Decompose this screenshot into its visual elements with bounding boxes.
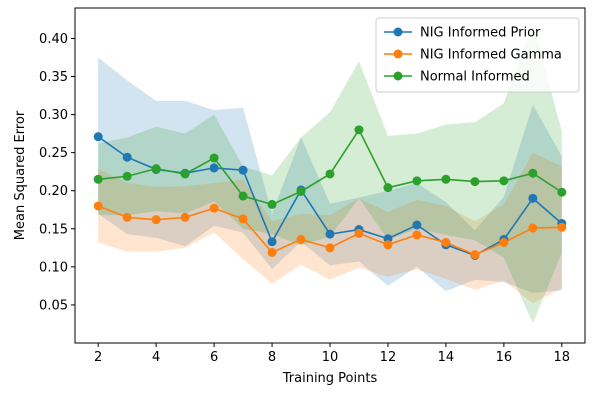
x-tick-label: 4 bbox=[152, 350, 160, 365]
normal-informed-point bbox=[180, 169, 190, 179]
nig-informed-prior-point bbox=[93, 132, 103, 142]
normal-informed-point bbox=[209, 153, 219, 163]
nig-informed-gamma-point bbox=[122, 212, 132, 222]
nig-informed-gamma-point bbox=[209, 203, 219, 213]
legend-entries: NIG Informed Prior NIG Informed Gamma Norm… bbox=[384, 26, 562, 85]
legend-label: NIG Informed Prior bbox=[420, 26, 541, 41]
y-axis-ticks: 0.05 0.10 0.15 0.20 0.25 0.30 0.35 0.40 bbox=[39, 32, 75, 313]
nig-informed-prior-point bbox=[325, 229, 335, 239]
nig-informed-prior-point bbox=[122, 152, 132, 162]
normal-informed-point bbox=[499, 176, 509, 186]
legend-label: NIG Informed Gamma bbox=[420, 48, 562, 63]
legend: NIG Informed Prior NIG Informed Gamma Norm… bbox=[375, 17, 580, 93]
nig-informed-gamma-point bbox=[238, 214, 248, 224]
x-tick-label: 2 bbox=[94, 350, 102, 365]
y-tick-label: 0.40 bbox=[39, 32, 68, 47]
x-axis-ticks: 2 4 6 8 10 12 14 16 18 bbox=[94, 343, 570, 365]
nig-informed-gamma-point bbox=[412, 230, 422, 240]
normal-informed-point bbox=[151, 164, 161, 174]
normal-informed-point bbox=[470, 177, 480, 187]
nig-informed-prior-point bbox=[528, 193, 538, 203]
y-tick-label: 0.30 bbox=[39, 108, 68, 123]
normal-informed-point bbox=[354, 125, 364, 135]
nig-informed-gamma-point bbox=[151, 215, 161, 225]
y-tick-label: 0.10 bbox=[39, 260, 68, 275]
normal-informed-point bbox=[383, 183, 393, 193]
y-tick-label: 0.25 bbox=[39, 146, 68, 161]
nig-informed-prior-point bbox=[412, 220, 422, 230]
nig-informed-gamma-point bbox=[325, 243, 335, 253]
normal-informed-point bbox=[296, 186, 306, 196]
normal-informed-point bbox=[238, 191, 248, 201]
normal-informed-point bbox=[557, 187, 567, 197]
nig-informed-gamma-point bbox=[354, 228, 364, 238]
normal-informed-point bbox=[441, 174, 451, 184]
x-tick-label: 16 bbox=[496, 350, 513, 365]
nig-informed-prior-point bbox=[238, 165, 248, 175]
x-tick-label: 8 bbox=[268, 350, 276, 365]
nig-informed-gamma-point bbox=[383, 240, 393, 250]
y-tick-label: 0.15 bbox=[39, 222, 68, 237]
normal-informed-point bbox=[93, 174, 103, 184]
y-tick-label: 0.05 bbox=[39, 298, 68, 313]
x-tick-label: 14 bbox=[438, 350, 455, 365]
series-points bbox=[93, 125, 567, 260]
nig-informed-prior-point bbox=[267, 237, 277, 247]
x-tick-label: 12 bbox=[380, 350, 397, 365]
nig-informed-gamma-point bbox=[93, 201, 103, 211]
nig-informed-prior-point bbox=[209, 163, 219, 173]
nig-informed-gamma-band bbox=[98, 152, 562, 304]
nig-informed-gamma-point bbox=[528, 223, 538, 233]
nig-informed-gamma-point bbox=[557, 222, 567, 232]
y-tick-label: 0.35 bbox=[39, 70, 68, 85]
nig-informed-gamma-point bbox=[499, 238, 509, 247]
nig-informed-gamma-point bbox=[267, 247, 277, 257]
x-tick-label: 10 bbox=[322, 350, 339, 365]
legend-marker bbox=[393, 27, 403, 37]
legend-marker bbox=[393, 71, 403, 81]
y-tick-label: 0.20 bbox=[39, 184, 68, 199]
normal-informed-point bbox=[412, 176, 422, 186]
x-axis-title: Training Points bbox=[282, 371, 378, 386]
normal-informed-point bbox=[267, 199, 277, 209]
y-axis-title: Mean Squared Error bbox=[13, 110, 28, 240]
nig-informed-gamma-point bbox=[441, 238, 451, 247]
nig-informed-gamma-point bbox=[470, 250, 480, 260]
x-tick-label: 18 bbox=[554, 350, 571, 365]
nig-informed-prior-band bbox=[98, 57, 562, 293]
normal-informed-point bbox=[528, 168, 538, 178]
legend-label: Normal Informed bbox=[420, 70, 530, 85]
legend-marker bbox=[393, 49, 403, 59]
legend-box bbox=[375, 17, 580, 93]
x-tick-label: 6 bbox=[210, 350, 218, 365]
nig-informed-gamma-point bbox=[180, 212, 190, 222]
nig-informed-gamma-point bbox=[296, 234, 306, 244]
normal-informed-point bbox=[122, 171, 132, 181]
normal-informed-point bbox=[325, 169, 335, 179]
